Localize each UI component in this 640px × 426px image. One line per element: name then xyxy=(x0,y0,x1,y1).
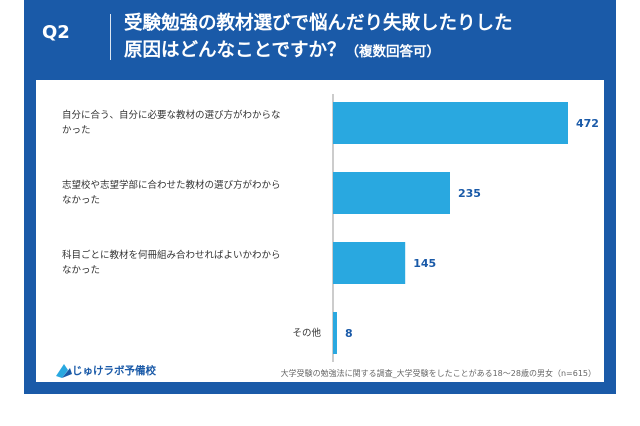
source-note: 大学受験の勉強法に関する調査_大学受験をしたことがある18〜28歳の男女（n=6… xyxy=(280,369,596,378)
logo-icon xyxy=(56,364,72,378)
category-label-0: 自分に合う、自分に必要な教材の選び方がわからな かった xyxy=(62,108,319,138)
value-label-1: 235 xyxy=(458,187,481,200)
question-title: 受験勉強の教材選びで悩んだり失敗したりした 原因はどんなことですか？（複数回答可… xyxy=(124,10,604,66)
category-label-0-line-0: 自分に合う、自分に必要な教材の選び方がわからな xyxy=(62,110,281,121)
logo-text: じゅけラボ予備校 xyxy=(72,365,156,377)
value-label-3: 8 xyxy=(345,327,353,340)
value-label-0: 472 xyxy=(576,117,599,130)
bar-3 xyxy=(333,312,337,354)
question-title-line2: 原因はどんなことですか？（複数回答可） xyxy=(124,37,604,66)
category-label-1: 志望校や志望学部に合わせた教材の選び方がわから なかった xyxy=(62,178,319,208)
bar-1 xyxy=(333,172,451,214)
category-label-1-line-0: 志望校や志望学部に合わせた教材の選び方がわから xyxy=(62,180,281,191)
category-label-2: 科目ごとに教材を何冊組み合わせればよいかわから なかった xyxy=(62,248,319,278)
value-label-2: 145 xyxy=(413,257,436,270)
category-label-2-line-1: なかった xyxy=(62,265,101,276)
question-title-suffix: （複数回答可） xyxy=(345,44,440,60)
bar-chart: 472 235 145 8 xyxy=(332,94,599,362)
question-title-line1: 受験勉強の教材選びで悩んだり失敗したりした xyxy=(124,13,513,34)
header-divider xyxy=(110,14,111,60)
bar-0 xyxy=(333,102,568,144)
question-header: Q2 受験勉強の教材選びで悩んだり失敗したりした 原因はどんなことですか？（複数… xyxy=(24,0,616,74)
question-number: Q2 xyxy=(42,22,70,43)
chart-frame: Q2 受験勉強の教材選びで悩んだり失敗したりした 原因はどんなことですか？（複数… xyxy=(24,0,616,394)
category-label-3-line-0: その他 xyxy=(292,327,321,339)
question-title-line2-main: 原因はどんなことですか？ xyxy=(124,40,346,61)
category-label-1-line-1: なかった xyxy=(62,195,101,206)
category-label-2-line-0: 科目ごとに教材を何冊組み合わせればよいかわから xyxy=(62,250,281,261)
bar-2 xyxy=(333,242,406,284)
chart-panel: 自分に合う、自分に必要な教材の選び方がわからな かった 志望校や志望学部に合わせた教… xyxy=(36,80,604,382)
category-label-0-line-1: かった xyxy=(62,125,91,136)
category-label-3: その他 xyxy=(36,326,321,341)
